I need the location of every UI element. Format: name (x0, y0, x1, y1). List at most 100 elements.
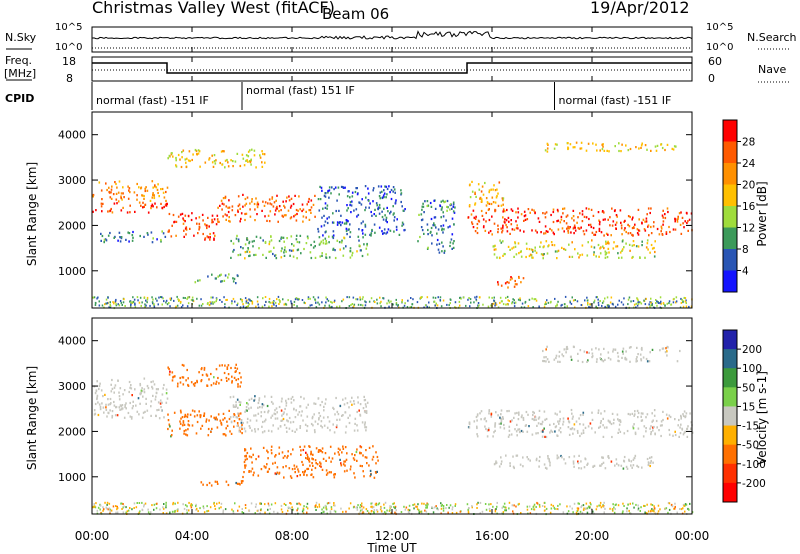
power-pixel (515, 220, 517, 223)
power-pixel (249, 215, 252, 218)
power-pixel (224, 306, 226, 309)
power-pixel (240, 212, 243, 215)
velocity-pixel (219, 419, 222, 422)
velocity-pixel (653, 409, 656, 412)
power-pixel (648, 303, 650, 306)
velocity-pixel (139, 402, 141, 405)
power-pixel (497, 224, 499, 227)
power-y-tick-label: 3000 (58, 174, 86, 187)
power-pixel (640, 302, 643, 305)
power-pixel (168, 212, 171, 216)
velocity-pixel (216, 502, 218, 505)
power-pixel (668, 225, 670, 229)
power-pixel (628, 296, 631, 299)
velocity-pixel (354, 422, 356, 425)
power-pixel (266, 219, 268, 222)
power-pixel (298, 298, 300, 301)
power-pixel (633, 303, 636, 306)
velocity-pixel (361, 421, 364, 424)
velocity-pixel (268, 467, 271, 471)
power-colorbar-label: Power [dB] (755, 181, 769, 246)
velocity-pixel (116, 508, 118, 511)
velocity-pixel (420, 512, 423, 514)
velocity-pixel (329, 445, 332, 448)
power-pixel (382, 297, 384, 300)
velocity-pixel (244, 504, 247, 507)
power-pixel (502, 197, 505, 200)
x-tick-label: 00:00 (675, 529, 710, 543)
velocity-pixel (595, 347, 597, 350)
power-pixel (442, 224, 445, 227)
power-pixel (274, 301, 277, 304)
power-pixel (601, 148, 604, 151)
power-pixel (282, 215, 284, 218)
velocity-pixel (235, 416, 238, 419)
velocity-pixel (486, 429, 489, 432)
velocity-pixel (310, 453, 312, 456)
power-pixel (497, 228, 499, 231)
power-pixel (649, 251, 651, 254)
power-pixel (430, 205, 433, 208)
velocity-pixel (639, 510, 641, 512)
power-pixel (488, 231, 490, 234)
velocity-pixel (312, 458, 314, 461)
velocity-pixel (556, 434, 559, 437)
power-pixel (267, 202, 269, 205)
power-pixel (149, 304, 151, 307)
velocity-pixel (522, 465, 524, 468)
power-pixel (345, 229, 348, 233)
velocity-pixel (312, 476, 315, 479)
velocity-pixel (314, 466, 317, 470)
velocity-pixel (258, 397, 261, 400)
velocity-pixel (440, 507, 443, 510)
velocity-pixel (220, 421, 222, 424)
velocity-pixel (116, 511, 119, 514)
power-pixel (412, 298, 414, 301)
power-pixel (552, 208, 555, 211)
power-pixel (506, 208, 508, 212)
power-pixel (151, 203, 154, 206)
power-pixel (262, 200, 264, 203)
velocity-pixel (102, 506, 104, 509)
velocity-pixel (487, 429, 490, 432)
velocity-pixel (634, 431, 637, 434)
velocity-pixel (179, 409, 182, 412)
power-pixel (543, 232, 545, 235)
power-pixel (641, 221, 643, 224)
velocity-pixel (595, 508, 598, 511)
power-pixel (268, 240, 271, 243)
velocity-pixel (116, 414, 119, 417)
velocity-pixel (543, 463, 546, 466)
power-pixel (276, 194, 278, 197)
velocity-pixel (188, 501, 190, 504)
power-band (468, 180, 505, 208)
power-pixel (232, 250, 234, 253)
power-pixel (593, 246, 596, 249)
power-pixel (598, 223, 601, 226)
velocity-pixel (652, 426, 654, 429)
velocity-pixel (610, 422, 613, 426)
power-pixel (220, 199, 223, 202)
nsky-trace (91, 30, 693, 49)
velocity-pixel (468, 422, 471, 425)
velocity-pixel (563, 348, 566, 351)
velocity-pixel (319, 414, 322, 418)
power-pixel (608, 242, 610, 245)
velocity-pixel (114, 384, 117, 387)
power-pixel (198, 226, 201, 229)
power-colorbar-tick-label: 16 (742, 201, 756, 213)
power-pixel (209, 238, 211, 241)
velocity-pixel (364, 426, 366, 429)
power-pixel (119, 240, 122, 243)
power-pixel (206, 235, 209, 238)
power-pixel (528, 298, 531, 301)
power-pixel (572, 227, 575, 230)
velocity-pixel (241, 427, 243, 430)
power-pixel (170, 298, 172, 301)
velocity-pixel (587, 505, 590, 508)
velocity-pixel (201, 373, 204, 377)
velocity-pixel (141, 508, 143, 511)
velocity-pixel (304, 423, 307, 426)
power-pixel (253, 239, 255, 243)
velocity-pixel (306, 474, 308, 477)
